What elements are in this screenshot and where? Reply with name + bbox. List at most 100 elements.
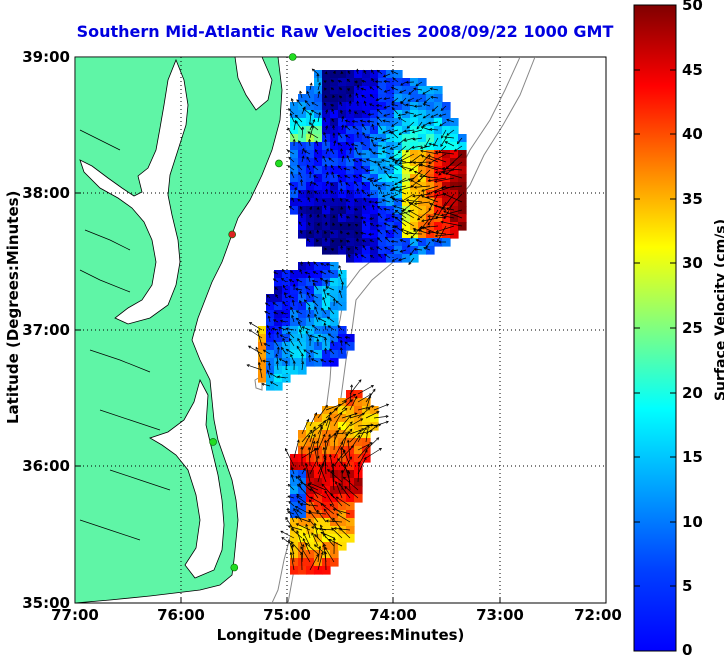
velocity-vector: [427, 209, 439, 226]
velocity-cell: [354, 174, 363, 183]
vector-arrowhead: [371, 405, 375, 408]
velocity-cell: [418, 182, 427, 191]
vector-arrowhead: [361, 428, 365, 432]
velocity-vector: [349, 418, 363, 427]
vector-arrowhead: [336, 335, 340, 339]
vector-arrowhead: [369, 103, 373, 107]
velocity-vector: [417, 209, 431, 221]
vector-arrowhead: [439, 123, 443, 127]
vector-arrowhead: [382, 119, 386, 123]
vector-arrowhead: [398, 180, 402, 184]
velocity-vector: [377, 237, 383, 243]
velocity-vector: [343, 449, 351, 467]
velocity-vector: [409, 249, 415, 256]
velocity-cell: [322, 470, 331, 479]
vector-arrowhead: [314, 412, 318, 416]
vector-arrowhead: [356, 68, 360, 72]
velocity-cell: [394, 78, 403, 87]
velocity-vector: [309, 424, 322, 435]
velocity-vector: [446, 119, 455, 123]
vector-arrowhead: [352, 166, 356, 170]
vector-arrowhead: [331, 118, 335, 122]
velocity-cell: [450, 142, 459, 151]
vector-arrowhead: [314, 534, 318, 538]
vector-arrowhead: [405, 198, 410, 202]
vector-arrowhead: [337, 165, 341, 169]
vector-arrowhead: [440, 213, 444, 217]
vector-arrowhead: [382, 130, 386, 134]
velocity-vector: [354, 147, 359, 155]
velocity-cell: [290, 470, 299, 479]
vector-arrowhead: [408, 91, 412, 95]
vector-arrowhead: [324, 490, 328, 494]
velocity-cell: [442, 214, 451, 223]
velocity-cell: [314, 318, 323, 327]
velocity-cell: [330, 126, 339, 135]
vector-arrowhead: [408, 261, 412, 266]
velocity-vector: [376, 246, 383, 251]
velocity-vector: [281, 312, 287, 315]
vector-arrowhead: [420, 126, 424, 129]
velocity-cell: [282, 302, 291, 311]
velocity-cell: [338, 454, 347, 463]
vector-arrowhead: [382, 74, 387, 78]
velocity-vector: [306, 156, 311, 163]
vector-arrowhead: [336, 513, 340, 517]
vector-arrowhead: [357, 434, 361, 438]
vector-arrowhead: [415, 83, 419, 87]
vector-arrowhead: [388, 156, 392, 160]
velocity-cell: [306, 102, 315, 111]
vector-arrowhead: [338, 289, 342, 294]
velocity-vector: [324, 455, 327, 475]
velocity-cell: [306, 198, 315, 207]
velocity-cell: [330, 158, 339, 167]
vector-arrowhead: [421, 226, 426, 230]
velocity-cell: [306, 166, 315, 175]
velocity-vector: [263, 349, 271, 355]
velocity-vector: [401, 193, 415, 202]
velocity-vector: [408, 202, 423, 211]
velocity-cell: [418, 110, 427, 119]
vector-arrowhead: [376, 237, 381, 241]
velocity-cell: [306, 158, 315, 167]
velocity-cell: [434, 142, 443, 151]
vector-arrowhead: [319, 270, 323, 274]
velocity-cell: [298, 110, 307, 119]
velocity-cell: [362, 222, 371, 231]
velocity-cell: [282, 286, 291, 295]
velocity-cell: [290, 526, 299, 535]
velocity-cell: [306, 150, 315, 159]
velocity-vector: [306, 292, 311, 299]
velocity-vector: [373, 177, 383, 182]
vector-arrowhead: [385, 414, 389, 418]
velocity-cell: [322, 166, 331, 175]
velocity-cell: [370, 174, 379, 183]
velocity-vector: [371, 124, 375, 131]
velocity-cell: [394, 206, 403, 215]
velocity-vector: [383, 208, 391, 211]
vector-arrowhead: [346, 155, 350, 159]
velocity-vector: [420, 150, 439, 155]
velocity-cell: [354, 454, 363, 463]
vector-arrowhead: [351, 119, 355, 123]
velocity-cell: [330, 150, 339, 159]
vector-arrowhead: [394, 209, 398, 213]
velocity-cell: [346, 334, 355, 343]
velocity-cell: [322, 110, 331, 119]
vector-arrowhead: [297, 321, 301, 325]
velocity-cell: [322, 550, 331, 559]
velocity-cell: [298, 262, 307, 271]
vector-arrowhead: [315, 440, 319, 444]
velocity-vector: [302, 108, 311, 115]
velocity-vector: [323, 117, 327, 123]
velocity-cell: [290, 134, 299, 143]
vector-arrowhead: [312, 165, 316, 169]
vector-arrowhead: [399, 90, 403, 94]
vector-arrowhead: [338, 482, 342, 486]
vector-arrowhead: [384, 246, 388, 250]
vector-arrowhead: [290, 353, 293, 358]
velocity-cell: [330, 510, 339, 519]
velocity-vector: [309, 412, 317, 427]
velocity-vector: [390, 249, 399, 252]
velocity-cell: [290, 502, 299, 511]
